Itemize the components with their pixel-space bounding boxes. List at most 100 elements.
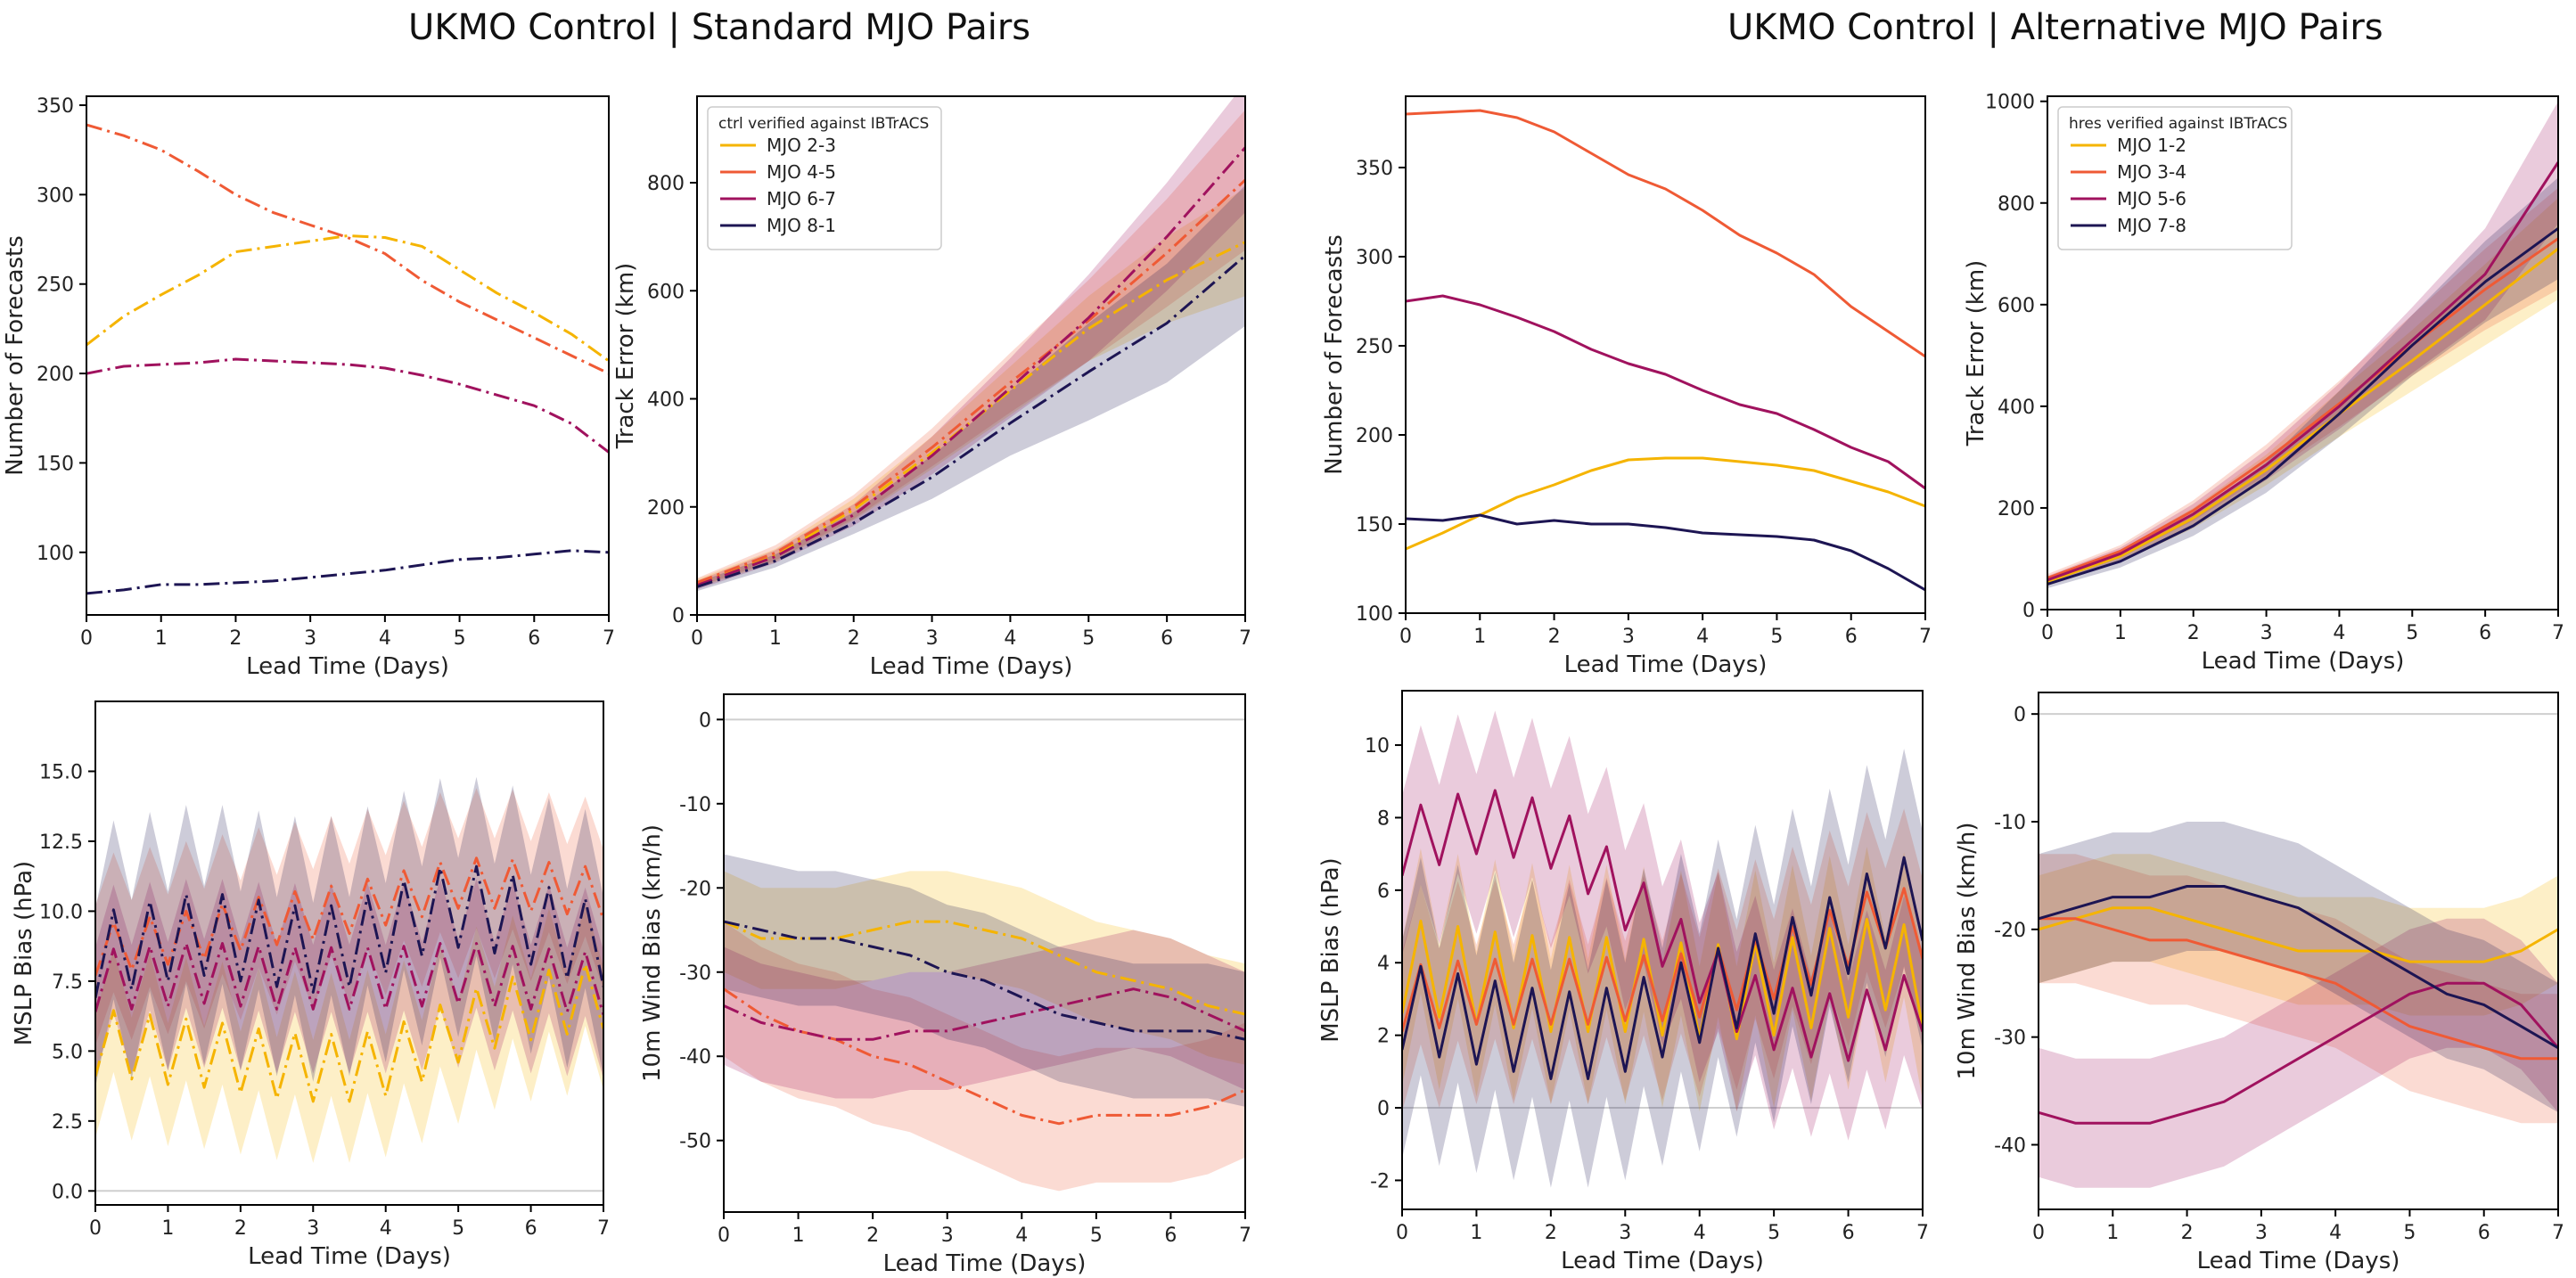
x-tick-label: 2 (229, 627, 242, 650)
legend: ctrl verified against IBTrACS MJO 2-3 MJO … (707, 106, 942, 250)
legend-label: MJO 5-6 (2117, 188, 2186, 209)
x-tick-label: 5 (452, 1217, 464, 1240)
plot-area-p8 (2039, 713, 2558, 1188)
legend-title: hres verified against IBTrACS (2069, 115, 2287, 133)
y-tick-label: 300 (1356, 247, 1393, 269)
x-tick-label: 0 (80, 627, 93, 650)
y-tick-label: -20 (679, 878, 711, 900)
legend-label: MJO 7-8 (2117, 215, 2186, 236)
x-tick-label: 5 (454, 627, 466, 650)
y-tick-label: 0 (2022, 600, 2035, 622)
panel-p6: 0 1 2 3 4 5 6 7 0 -10 -20 -30 -40 -50 Lead Time (Days)… (639, 693, 1251, 1277)
x-tick-label: 3 (1619, 1222, 1631, 1244)
x-tick-label: 5 (2403, 1222, 2416, 1244)
axes-frame (2047, 95, 2559, 610)
axes-frame (1405, 95, 1926, 614)
y-tick-label: -50 (679, 1131, 711, 1153)
band-series-3 (2039, 918, 2558, 1188)
x-tick-label: 7 (1239, 1225, 1251, 1247)
line-series-2 (1402, 887, 1923, 1033)
panel-p8: 0 1 2 3 4 5 6 7 0 -10 -20 -30 -40 Lead Time (Days) 10m… (1954, 692, 2564, 1274)
y-tick-label: 200 (647, 497, 685, 520)
band-series-2 (2039, 854, 2558, 1124)
x-tick-label: 6 (2479, 622, 2491, 644)
line-series-2 (86, 123, 609, 375)
x-tick-label: 2 (866, 1225, 879, 1247)
line-series-4 (1402, 856, 1923, 1080)
line-series-1 (86, 234, 609, 363)
x-tick-label: 4 (1696, 626, 1709, 648)
band-series-1 (95, 903, 603, 1163)
legend-label: MJO 6-7 (767, 188, 836, 209)
x-tick-label: 0 (2041, 622, 2054, 644)
x-tick-label: 6 (2478, 1222, 2490, 1244)
y-tick-label: 600 (1998, 295, 2035, 317)
x-tick-label: 7 (2552, 622, 2564, 644)
x-tick-label: 3 (2255, 1222, 2268, 1244)
y-tick-label: 8 (1377, 807, 1390, 830)
line-series-3 (1406, 294, 1925, 490)
panel-p4: 0 1 2 3 4 5 6 7 0 200 400 600 800 1000 Lead Time (Days… (1963, 92, 2564, 675)
y-axis-label: Track Error (km) (612, 263, 639, 450)
band-series-3 (1402, 710, 1923, 1141)
x-tick-label: 4 (2333, 622, 2345, 644)
y-tick-label: 800 (647, 173, 685, 195)
line-series-1 (95, 963, 603, 1103)
line-series-1 (2039, 906, 2558, 963)
band-series-4 (1402, 749, 1923, 1188)
y-tick-label: 0 (2014, 704, 2026, 726)
y-tick-label: 400 (647, 389, 685, 412)
right-suptitle: UKMO Control | Alternative MJO Pairs (1727, 7, 2383, 48)
x-tick-label: 0 (2032, 1222, 2045, 1244)
x-tick-label: 4 (379, 627, 391, 650)
y-tick-label: 100 (1356, 603, 1393, 626)
x-tick-label: 6 (528, 627, 540, 650)
x-tick-label: 5 (1770, 626, 1783, 648)
x-tick-label: 6 (1161, 627, 1173, 650)
y-tick-label: 15.0 (39, 761, 83, 783)
x-tick-label: 4 (1694, 1222, 1706, 1244)
y-tick-label: 6 (1377, 881, 1390, 903)
y-tick-label: 800 (1998, 193, 2035, 216)
y-tick-label: 2.5 (52, 1111, 83, 1134)
x-tick-label: 5 (1082, 627, 1095, 650)
y-tick-label: -20 (1994, 920, 2026, 942)
x-axis-label: Lead Time (Days) (870, 653, 1073, 680)
line-series-2 (697, 178, 1245, 585)
line-series-3 (2039, 981, 2558, 1125)
panel-p2: 0 1 2 3 4 5 6 7 0 200 400 600 800 Lead Time (Days) Tra… (612, 95, 1251, 680)
line-series-4 (724, 920, 1245, 1041)
x-tick-label: 5 (2406, 622, 2418, 644)
axes-frame (723, 693, 1246, 1213)
x-tick-label: 7 (2552, 1222, 2564, 1244)
panel-p3: 0 1 2 3 4 5 6 7 100 150 200 250 300 350 Lead Time (Day… (1321, 95, 1932, 678)
y-tick-label: -40 (679, 1046, 711, 1069)
x-tick-label: 4 (1015, 1225, 1028, 1247)
x-tick-label: 6 (1842, 1222, 1855, 1244)
y-tick-label: 10 (1365, 735, 1390, 758)
y-tick-label: 600 (647, 281, 685, 303)
line-series-2 (95, 856, 603, 977)
axes-frame (2038, 692, 2559, 1210)
x-tick-label: 1 (1470, 1222, 1482, 1244)
x-tick-label: 2 (2181, 1222, 2194, 1244)
line-series-1 (1402, 917, 1923, 1041)
legend-label: MJO 4-5 (767, 161, 836, 183)
band-series-3 (724, 930, 1245, 1099)
y-tick-label: 4 (1377, 953, 1390, 975)
legend-box (2057, 106, 2293, 250)
y-axis-label: MSLP Bias (hPa) (1317, 857, 1344, 1042)
x-tick-label: 3 (307, 1217, 319, 1240)
x-tick-label: 1 (2106, 1222, 2119, 1244)
legend: hres verified against IBTrACS MJO 1-2 MJO … (2057, 106, 2293, 250)
x-tick-label: 7 (1919, 626, 1932, 648)
line-series-1 (1406, 456, 1925, 551)
y-axis-label: 10m Wind Bias (km/h) (639, 824, 666, 1082)
x-axis-label: Lead Time (Days) (2202, 648, 2405, 675)
y-axis-label: Number of Forecasts (1321, 234, 1348, 475)
y-tick-label: 400 (1998, 397, 2035, 419)
x-tick-label: 5 (1768, 1222, 1780, 1244)
y-axis-label: Number of Forecasts (2, 235, 29, 476)
line-series-2 (2047, 237, 2558, 580)
line-series-4 (86, 549, 609, 595)
